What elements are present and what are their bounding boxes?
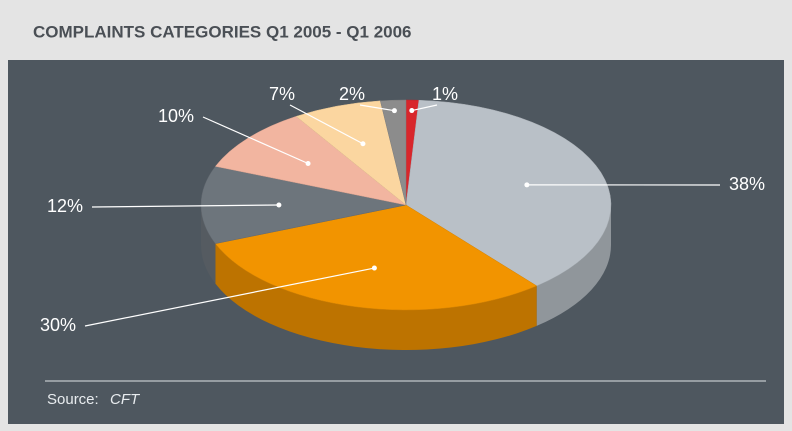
leader-dot bbox=[409, 108, 415, 114]
leader-dot bbox=[371, 265, 377, 271]
leader-line bbox=[84, 267, 375, 327]
slice bbox=[405, 99, 612, 287]
leader-line bbox=[411, 104, 438, 112]
slice-side bbox=[215, 243, 537, 351]
leader-line bbox=[359, 104, 395, 112]
leader-dot bbox=[524, 182, 530, 188]
slice bbox=[200, 166, 407, 244]
slice bbox=[379, 99, 407, 206]
data-label: 38% bbox=[729, 174, 765, 194]
data-label: 12% bbox=[47, 196, 83, 216]
data-label: 7% bbox=[269, 84, 295, 104]
chart-title: COMPLAINTS CATEGORIES Q1 2005 - Q1 2006 bbox=[33, 22, 412, 41]
slice bbox=[214, 116, 407, 206]
source-label: Source: bbox=[47, 391, 99, 408]
leader-line bbox=[91, 204, 279, 208]
data-label: 1% bbox=[432, 84, 458, 104]
leader-dot bbox=[305, 161, 311, 167]
leader-dot bbox=[360, 141, 366, 147]
data-label: 2% bbox=[339, 84, 365, 104]
leader-dot bbox=[391, 108, 397, 114]
source: CFT bbox=[110, 391, 141, 408]
leader-line bbox=[289, 104, 364, 145]
data-label: 30% bbox=[40, 315, 76, 335]
leader-dot bbox=[276, 202, 282, 208]
leader-line bbox=[202, 116, 309, 165]
data-label: 10% bbox=[158, 106, 194, 126]
